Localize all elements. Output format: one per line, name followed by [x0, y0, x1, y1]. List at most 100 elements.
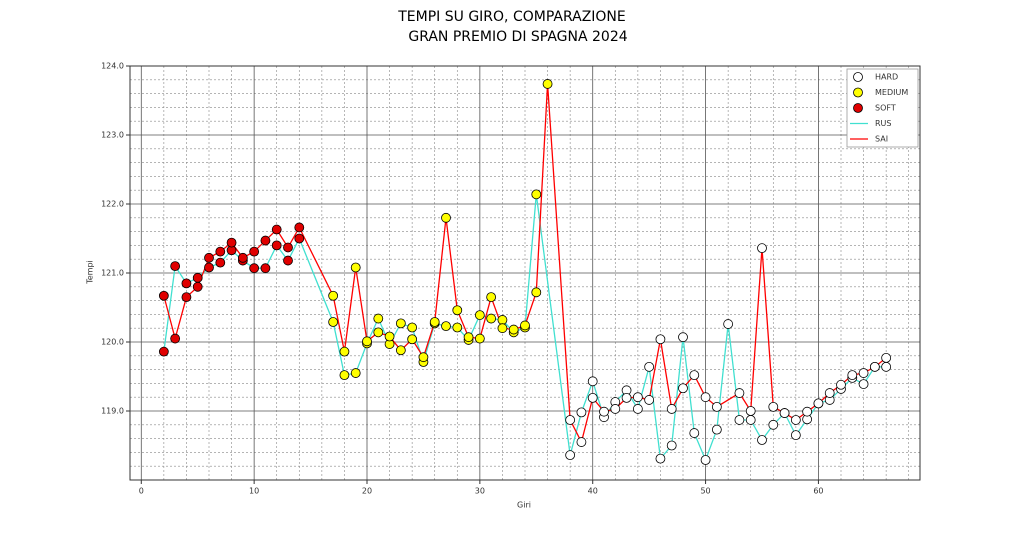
lap-marker	[350, 262, 361, 273]
chart-subtitle: GRAN PREMIO DI SPAGNA 2024	[408, 29, 627, 45]
x-tick-label: 60	[813, 487, 823, 496]
y-tick-label: 123.0	[101, 131, 124, 140]
lap-marker	[576, 407, 587, 418]
lap-marker	[881, 352, 892, 363]
plot-frame	[129, 65, 921, 481]
lap-marker	[666, 440, 677, 451]
lap-marker	[362, 336, 372, 347]
lap-marker	[339, 370, 350, 381]
lap-marker	[824, 388, 835, 398]
lap-marker	[700, 392, 711, 403]
lap-marker	[215, 246, 226, 257]
lap-marker	[192, 281, 203, 292]
lap-marker	[170, 333, 181, 344]
chart-title: TEMPI SU GIRO, COMPARAZIONE	[397, 9, 626, 25]
lap-marker	[520, 320, 530, 331]
lap-marker	[463, 332, 474, 343]
lap-marker	[542, 79, 553, 89]
lap-marker	[587, 392, 598, 403]
lap-marker	[271, 240, 282, 251]
lap-marker	[632, 404, 643, 414]
x-tick-label: 50	[700, 487, 710, 496]
lap-marker	[474, 333, 485, 344]
lap-marker	[452, 305, 463, 316]
lap-marker	[294, 233, 305, 244]
lap-marker	[373, 327, 384, 338]
x-tick-label: 20	[362, 487, 372, 496]
lap-marker	[599, 406, 609, 417]
lap-marker	[587, 376, 598, 387]
lap-marker	[373, 313, 384, 324]
lap-marker	[576, 437, 587, 447]
lap-marker	[294, 222, 305, 233]
lap-marker	[170, 261, 181, 272]
lap-marker	[802, 406, 813, 417]
lap-marker	[384, 331, 395, 342]
lap-marker	[237, 252, 248, 263]
lap-marker	[666, 404, 677, 414]
legend-label: MEDIUM	[875, 88, 908, 97]
y-tick-label: 119.0	[101, 407, 124, 416]
x-tick-label: 40	[588, 487, 598, 496]
legend-label: HARD	[875, 73, 898, 82]
lap-marker	[644, 395, 655, 405]
y-axis-label: Tempi	[86, 260, 95, 285]
lap-marker	[339, 346, 350, 357]
lap-marker	[678, 383, 688, 394]
lap-marker	[271, 224, 282, 235]
lap-marker	[215, 257, 226, 268]
lap-marker	[757, 435, 767, 445]
lap-marker	[768, 419, 779, 430]
lap-marker	[678, 332, 688, 343]
legend-marker	[853, 87, 863, 98]
lap-marker	[858, 379, 869, 389]
lap-marker	[711, 401, 722, 412]
lap-marker	[847, 370, 858, 381]
y-tick-label: 121.0	[101, 269, 124, 278]
lap-marker	[497, 323, 508, 334]
legend-label: SOFT	[875, 104, 896, 113]
lap-marker	[486, 313, 497, 324]
lap-marker	[689, 428, 700, 438]
lap-marker	[441, 321, 451, 332]
lap-marker	[632, 392, 643, 403]
lap-marker	[407, 334, 418, 345]
lap-marker	[836, 379, 846, 390]
lap-marker	[192, 272, 203, 283]
lap-marker	[768, 401, 779, 412]
lap-marker	[881, 361, 892, 372]
lap-marker	[610, 404, 621, 414]
lap-marker	[395, 345, 406, 356]
lap-marker	[249, 263, 260, 274]
lap-marker	[508, 324, 519, 335]
lap-marker	[328, 317, 339, 327]
x-tick-label: 30	[475, 487, 485, 496]
lap-marker	[655, 334, 666, 345]
legend-marker	[853, 103, 863, 113]
lap-marker	[452, 322, 463, 333]
lap-marker	[745, 406, 756, 416]
y-tick-label: 124.0	[101, 62, 124, 71]
lap-marker	[497, 315, 508, 325]
lap-marker	[734, 415, 745, 425]
lap-marker	[407, 322, 418, 333]
lap-marker	[644, 361, 655, 372]
lap-marker	[204, 252, 214, 263]
lap-marker	[429, 317, 440, 327]
legend-label: RUS	[875, 119, 892, 128]
lap-marker	[283, 242, 293, 253]
lap-marker	[531, 189, 542, 200]
x-tick-label: 0	[139, 487, 144, 496]
lap-marker	[441, 212, 451, 223]
lap-marker	[655, 453, 666, 464]
lap-marker	[790, 430, 801, 441]
lap-marker	[418, 352, 429, 363]
lap-marker	[181, 278, 192, 289]
lap-marker	[181, 292, 192, 303]
y-tick-label: 120.0	[101, 338, 124, 347]
lap-marker	[565, 450, 576, 461]
y-tick-label: 122.0	[101, 200, 124, 209]
lap-marker	[158, 346, 169, 357]
lap-marker	[350, 368, 361, 378]
